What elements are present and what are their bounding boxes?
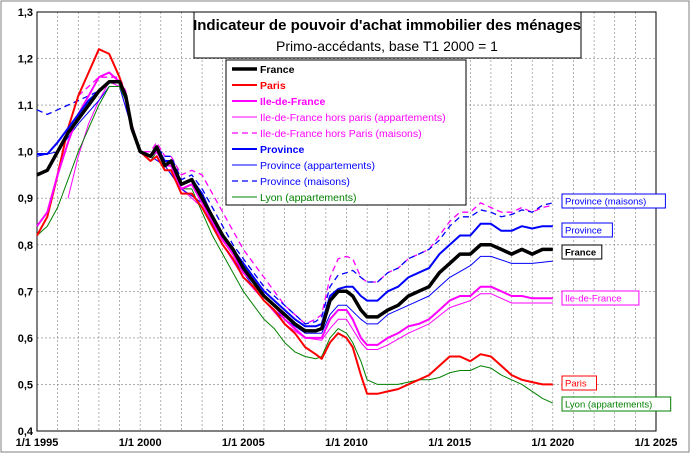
end-labels: France Paris Ile-de-France Province Province…	[561, 193, 672, 412]
x-tick-label: 1/1 2005	[222, 437, 265, 449]
x-tick-label: 1/1 2000	[119, 437, 162, 449]
y-axis-ticks: 0,4 0,5 0,6 0,7 0,8 0,9 1,0 1,1 1,2 1,3	[18, 7, 34, 438]
legend-entry: Ile-de-France hors paris (appartements)	[232, 112, 446, 124]
y-tick-label: 0,7	[18, 286, 33, 298]
y-tick-label: 0,6	[18, 333, 33, 345]
legend-label: Province (maisons)	[260, 176, 350, 188]
legend-entry: Paris	[232, 80, 286, 92]
svg-text:Ile-de-France: Ile-de-France	[565, 294, 622, 305]
svg-text:Province (maisons): Province (maisons)	[565, 197, 646, 208]
x-tick-label: 1/1 2010	[325, 437, 368, 449]
x-axis-ticks: 1/1 1995 1/1 2000 1/1 2005 1/1 2010 1/1 2015…	[16, 437, 678, 449]
legend-entry: France	[232, 64, 295, 76]
end-label-province-maisons: Province (maisons)	[561, 193, 666, 209]
x-tick-label: 1/1 1995	[16, 437, 59, 449]
series-group	[36, 48, 554, 404]
end-label-province: Province	[561, 222, 613, 238]
legend-entry: Province	[232, 144, 305, 156]
series-line-france	[36, 80, 553, 333]
legend-label: Province	[260, 144, 305, 156]
legend-entry: Ile-de-France hors Paris (maisons)	[232, 128, 422, 140]
title-box: Indicateur de pouvoir d'achat immobilier…	[193, 11, 582, 59]
legend: France Paris Ile-de-France Ile-de-France ho…	[225, 59, 467, 206]
y-tick-label: 1,3	[18, 7, 33, 19]
legend-label: Paris	[260, 80, 286, 92]
chart-title: Indicateur de pouvoir d'achat immobilier…	[193, 17, 581, 34]
chart-subtitle: Primo-accédants, base T1 2000 = 1	[276, 38, 498, 54]
legend-entry: Lyon (appartements)	[232, 192, 357, 204]
end-label-france: France	[561, 244, 603, 260]
svg-text:Lyon (appartements): Lyon (appartements)	[565, 400, 652, 411]
series-line-ile-de-france-hors-paris-maisons	[77, 76, 553, 325]
y-tick-label: 1,1	[18, 100, 33, 112]
x-tick-label: 1/1 2020	[531, 437, 574, 449]
x-tick-label: 1/1 2025	[635, 437, 678, 449]
legend-entry: Province (appartements)	[232, 160, 375, 172]
legend-label: France	[260, 64, 295, 76]
y-tick-label: 0,4	[18, 426, 34, 438]
title-box-frame	[193, 11, 582, 59]
legend-frame	[225, 59, 467, 206]
y-tick-label: 0,9	[18, 193, 33, 205]
legend-label: Ile-de-France hors Paris (maisons)	[260, 128, 422, 140]
legend-label: Ile-de-France	[260, 96, 326, 108]
y-tick-label: 1,2	[18, 54, 33, 66]
y-tick-label: 0,5	[18, 379, 33, 391]
end-label-paris: Paris	[561, 375, 597, 391]
series-line-province-appartements	[36, 86, 553, 334]
svg-text:Province: Province	[565, 226, 602, 237]
svg-text:Paris: Paris	[565, 379, 587, 390]
end-label-ile-de-france: Ile-de-France	[561, 290, 640, 306]
svg-text:France: France	[565, 248, 596, 259]
legend-entry: Ile-de-France	[232, 96, 326, 108]
y-tick-label: 1,0	[18, 147, 33, 159]
legend-label: Ile-de-France hors paris (appartements)	[260, 112, 446, 124]
legend-label: Lyon (appartements)	[260, 192, 357, 204]
y-tick-label: 0,8	[18, 240, 33, 252]
end-label-lyon-appartements: Lyon (appartements)	[561, 396, 672, 412]
legend-entry: Province (maisons)	[232, 176, 350, 188]
legend-label: Province (appartements)	[260, 160, 375, 172]
x-tick-label: 1/1 2015	[428, 437, 471, 449]
